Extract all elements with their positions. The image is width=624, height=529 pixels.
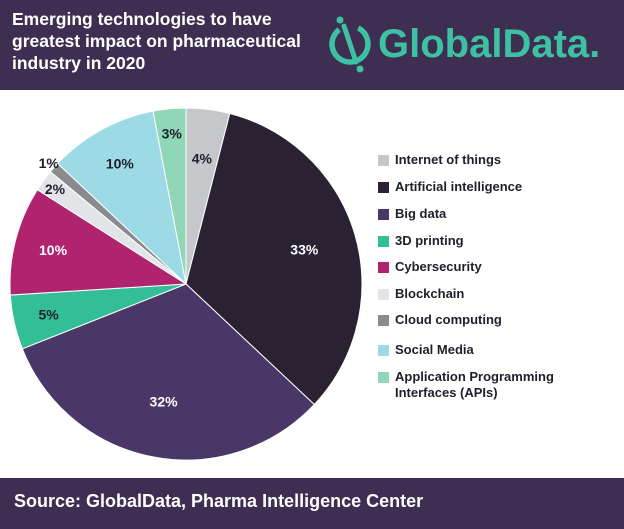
- legend-swatch: [378, 345, 389, 356]
- header-banner: Emerging technologies to have greatest i…: [0, 0, 624, 90]
- title-line: greatest impact on pharmaceutical: [12, 31, 301, 51]
- data-label-application-programming-interfaces-apis: 3%: [162, 125, 183, 141]
- legend-label-line: Interfaces (APIs): [395, 385, 498, 400]
- chart-title: Emerging technologies to have greatest i…: [12, 8, 332, 74]
- legend-label: Cloud computing: [395, 312, 502, 327]
- legend-label: Blockchain: [395, 286, 465, 301]
- pie-slice-big-data: [21, 283, 316, 461]
- data-label-blockchain: 2%: [45, 181, 66, 197]
- legend-swatch: [378, 236, 389, 247]
- data-label-cloud-computing: 1%: [39, 155, 60, 171]
- legend-label: Internet of things: [395, 152, 502, 167]
- pie-slice-cybersecurity: [9, 189, 188, 296]
- legend-swatch: [378, 262, 389, 273]
- legend-label: Artificial intelligence: [395, 179, 523, 194]
- legend-swatch: [378, 315, 389, 326]
- data-label-3d-printing: 5%: [38, 307, 59, 323]
- legend-label: Big data: [395, 206, 447, 221]
- data-label-social-media: 10%: [106, 156, 135, 172]
- legend-swatch: [378, 372, 389, 383]
- legend-swatch: [378, 155, 389, 166]
- legend-swatch: [378, 289, 389, 300]
- legend-swatch: [378, 182, 389, 193]
- legend-label: 3D printing: [395, 233, 464, 248]
- globaldata-logo: GlobalData.: [326, 8, 624, 82]
- pie-chart: 4% 33% 32% 5% 10% 2% 1% 10% 3%: [9, 107, 363, 461]
- legend-label: Application Programming Interfaces (APIs…: [395, 369, 615, 401]
- pie-slice-artificial-intelligence: [185, 112, 363, 406]
- data-label-cybersecurity: 10%: [39, 242, 68, 258]
- title-line: industry in 2020: [12, 53, 146, 73]
- data-label-artificial-intelligence: 33%: [290, 242, 319, 258]
- legend-label-line: Application Programming: [395, 369, 554, 384]
- globaldata-logo-text: GlobalData.: [378, 22, 601, 66]
- data-label-big-data: 32%: [150, 394, 179, 410]
- globaldata-logo-icon: [329, 16, 371, 73]
- footer-banner: Source: GlobalData, Pharma Intelligence …: [0, 478, 624, 529]
- legend-label: Social Media: [395, 342, 474, 357]
- source-note: Source: GlobalData, Pharma Intelligence …: [14, 491, 424, 511]
- legend-swatch: [378, 209, 389, 220]
- data-label-internet-of-things: 4%: [192, 150, 213, 166]
- title-line: Emerging technologies to have: [12, 9, 272, 29]
- pie-slice-social-media: [56, 110, 187, 286]
- legend-label: Cybersecurity: [395, 259, 482, 274]
- pie-slice-application-programming-interfaces-apis: [152, 107, 187, 285]
